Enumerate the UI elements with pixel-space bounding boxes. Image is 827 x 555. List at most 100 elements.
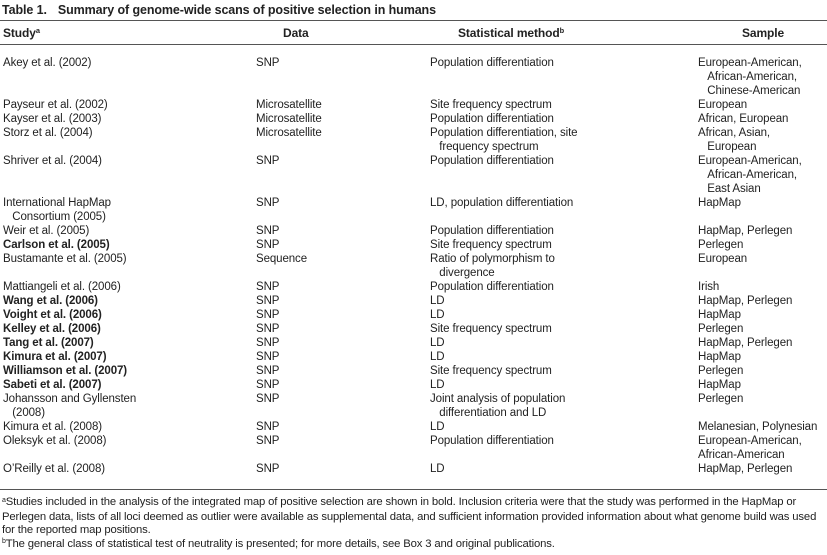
table-row: Voight et al. (2006) SNP LD HapMap <box>0 308 827 322</box>
table-body: Akey et al. (2002) SNP Population differen… <box>0 45 827 490</box>
table-row: Storz et al. (2004) Microsatellite Populat… <box>0 126 827 154</box>
sample-cell: Perlegen <box>698 365 744 377</box>
footnote-a: aStudies included in the analysis of the… <box>2 496 827 538</box>
table-row: Sabeti et al. (2007) SNP LD HapMap <box>0 378 827 392</box>
data-cell: SNP <box>256 435 280 447</box>
study-cell: Kimura et al. (2008) <box>3 421 102 433</box>
study-cell: Bustamante et al. (2005) <box>3 253 127 265</box>
method-cell: Population differentiation <box>430 57 554 69</box>
study-cell: Sabeti et al. (2007) <box>3 379 102 391</box>
footnote-b-sup: b <box>2 538 6 546</box>
table-row: Carlson et al. (2005) SNP Site frequency s… <box>0 238 827 252</box>
data-cell: Sequence <box>256 253 307 265</box>
data-cell: SNP <box>256 365 280 377</box>
study-cell: Carlson et al. (2005) <box>3 239 110 251</box>
study-cell: Storz et al. (2004) <box>3 127 93 139</box>
footnote-a-sup: a <box>2 496 6 504</box>
study-cell: Wang et al. (2006) <box>3 295 98 307</box>
sample-cell: HapMap, Perlegen <box>698 295 793 307</box>
column-header-data: Data <box>252 26 426 40</box>
method-cell: LD <box>430 351 445 363</box>
sample-cell: Perlegen <box>698 393 744 405</box>
study-cell: Williamson et al. (2007) <box>3 365 128 377</box>
method-cell: LD <box>430 309 445 321</box>
data-cell: SNP <box>256 225 280 237</box>
table-footnotes: aStudies included in the analysis of the… <box>0 490 827 552</box>
method-cell: Site frequency spectrum <box>430 365 552 377</box>
data-cell: SNP <box>256 379 280 391</box>
study-cell: Payseur et al. (2002) <box>3 99 108 111</box>
sample-cell: European <box>698 99 748 111</box>
sample-cell: African, European <box>698 113 789 125</box>
data-cell: SNP <box>256 463 280 475</box>
table-row: Akey et al. (2002) SNP Population differen… <box>0 56 827 98</box>
data-cell: SNP <box>256 295 280 307</box>
study-cell: Shriver et al. (2004) <box>3 155 102 167</box>
sample-cell: African, Asian, European <box>698 127 771 153</box>
study-cell: Akey et al. (2002) <box>3 57 92 69</box>
table-row: Oleksyk et al. (2008) SNP Population diffe… <box>0 434 827 462</box>
study-cell: O’Reilly et al. (2008) <box>3 463 105 475</box>
sample-cell: Perlegen <box>698 323 744 335</box>
data-cell: SNP <box>256 239 280 251</box>
column-header-method-label: Statistical method <box>458 25 560 40</box>
table-row: Kayser et al. (2003) Microsatellite Popula… <box>0 112 827 126</box>
footnote-b: bThe general class of statistical test o… <box>2 538 827 553</box>
table-row: Bustamante et al. (2005) Sequence Ratio of… <box>0 252 827 280</box>
method-cell: LD <box>430 463 445 475</box>
column-header-method-sup: b <box>559 26 565 36</box>
method-cell: LD, population differentiation <box>430 197 574 209</box>
data-cell: SNP <box>256 57 280 69</box>
data-cell: Microsatellite <box>256 99 322 111</box>
sample-cell: HapMap, Perlegen <box>698 225 793 237</box>
data-cell: SNP <box>256 155 280 167</box>
footnote-a-text: Studies included in the analysis of the … <box>2 496 817 536</box>
footnote-b-text: The general class of statistical test of… <box>5 537 555 550</box>
method-cell: Site frequency spectrum <box>430 323 552 335</box>
table-row: Kimura et al. (2007) SNP LD HapMap <box>0 350 827 364</box>
method-cell: Population differentiation <box>430 113 554 125</box>
method-cell: Population differentiation <box>430 225 554 237</box>
study-cell: Tang et al. (2007) <box>3 337 94 349</box>
table-row: Weir et al. (2005) SNP Population differen… <box>0 224 827 238</box>
method-cell: Population differentiation <box>430 155 554 167</box>
study-cell: Johansson and Gyllensten (2008) <box>3 393 137 419</box>
sample-cell: European-American, African-American, Chi… <box>698 57 802 97</box>
sample-cell: European-American, African-American, Eas… <box>698 155 802 195</box>
method-cell: LD <box>430 337 445 349</box>
method-cell: Site frequency spectrum <box>430 99 552 111</box>
sample-cell: European <box>698 253 748 265</box>
sample-cell: Irish <box>698 281 720 293</box>
table-row: Mattiangeli et al. (2006) SNP Population d… <box>0 280 827 294</box>
study-cell: Kelley et al. (2006) <box>3 323 101 335</box>
data-cell: SNP <box>256 309 280 321</box>
sample-cell: Melanesian, Polynesian <box>698 421 818 433</box>
study-cell: Mattiangeli et al. (2006) <box>3 281 121 293</box>
table-header-row: Studya Data Statistical methodb Sample <box>0 21 827 45</box>
data-cell: SNP <box>256 351 280 363</box>
study-cell: Voight et al. (2006) <box>3 309 102 321</box>
table-row: Kimura et al. (2008) SNP LD Melanesian, Pol… <box>0 420 827 434</box>
method-cell: Population differentiation <box>430 435 554 447</box>
study-cell: Kimura et al. (2007) <box>3 351 107 363</box>
table-row: Johansson and Gyllensten (2008) SNP Joint … <box>0 392 827 420</box>
study-cell: International HapMap Consortium (2005) <box>3 197 111 223</box>
method-cell: Site frequency spectrum <box>430 239 552 251</box>
data-cell: SNP <box>256 393 280 405</box>
method-cell: LD <box>430 295 445 307</box>
sample-cell: HapMap <box>698 197 741 209</box>
sample-cell: HapMap <box>698 379 741 391</box>
method-cell: LD <box>430 379 445 391</box>
sample-cell: Perlegen <box>698 239 744 251</box>
study-cell: Kayser et al. (2003) <box>3 113 102 125</box>
study-cell: Oleksyk et al. (2008) <box>3 435 107 447</box>
table-row: Tang et al. (2007) SNP LD HapMap, Perlegen <box>0 336 827 350</box>
table-caption: Summary of genome-wide scans of positive… <box>57 3 436 17</box>
table-row: Kelley et al. (2006) SNP Site frequency sp… <box>0 322 827 336</box>
data-cell: SNP <box>256 421 280 433</box>
column-header-study: Studya <box>0 26 252 40</box>
column-header-data-label: Data <box>283 25 309 40</box>
data-cell: Microsatellite <box>256 113 322 125</box>
table-title-bar: Table 1. Summary of genome-wide scans of… <box>0 0 827 21</box>
